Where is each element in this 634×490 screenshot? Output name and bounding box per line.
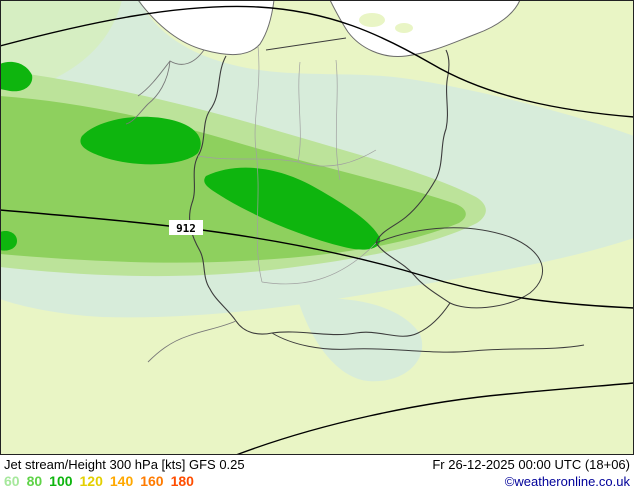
legend-value-140: 140 — [109, 472, 134, 489]
map-datetime: Fr 26-12-2025 00:00 UTC (18+06) — [432, 456, 630, 472]
benelux-borders — [125, 49, 237, 363]
baltic-coastline — [329, 0, 521, 57]
info-bar-row-bottom: 60 80 100 120 140 160 180 ©weatheronline.co.uk — [4, 473, 630, 490]
info-bar-row-top: Jet stream/Height 300 hPa [kts] GFS 0.25… — [4, 457, 630, 473]
legend-value-180: 180 — [170, 472, 194, 489]
map-title: Jet stream/Height 300 hPa [kts] GFS 0.25 — [4, 456, 245, 472]
north-sea — [138, 0, 274, 55]
jet-band-100-patch-corner — [0, 61, 33, 92]
german-state-borders — [197, 45, 377, 285]
height-contour-north — [0, 5, 634, 118]
contour-label-box — [169, 220, 203, 235]
contour-label: 912 — [176, 222, 196, 235]
legend-value-160: 160 — [140, 472, 164, 489]
jet-band-60-south-blob — [298, 298, 423, 382]
jet-band-corner — [0, 0, 122, 92]
jet-band-100-patch-edge — [0, 231, 17, 251]
austria-border — [271, 332, 585, 353]
legend-value-120: 120 — [79, 472, 103, 489]
legend-value-100: 100 — [49, 472, 73, 489]
height-contour-south — [235, 382, 634, 455]
north-sea-coastline — [137, 0, 275, 55]
germany-border — [189, 49, 451, 337]
czech-border — [375, 227, 544, 309]
legend: 60 80 100 120 140 160 180 — [4, 473, 194, 489]
info-bar: Jet stream/Height 300 hPa [kts] GFS 0.25… — [0, 455, 634, 490]
danish-island — [395, 23, 413, 33]
weather-map-svg: 912 — [0, 0, 634, 455]
jet-band-100-patch-center — [204, 167, 381, 250]
legend-value-80: 80 — [26, 472, 43, 489]
height-contour-central — [0, 209, 634, 309]
jet-band-100-patch-west — [80, 116, 201, 165]
danish-island — [359, 13, 385, 27]
copyright-link[interactable]: ©weatheronline.co.uk — [504, 473, 630, 489]
legend-value-60: 60 — [4, 472, 20, 489]
denmark-germany-border — [265, 37, 347, 51]
map-area: 912 — [0, 0, 634, 455]
